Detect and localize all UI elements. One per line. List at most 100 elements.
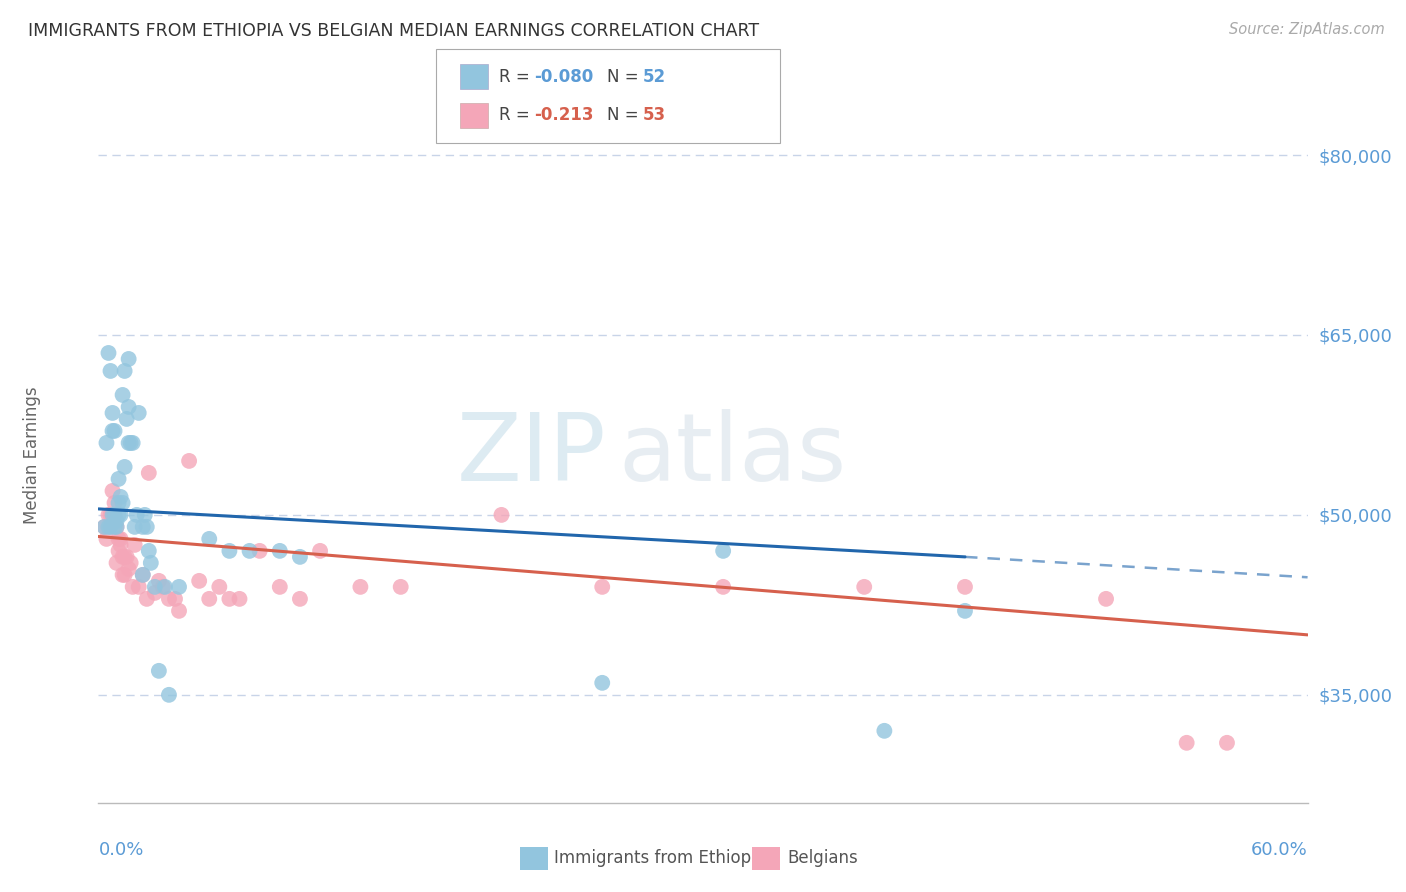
Point [198,591,221,606]
Point [228,591,250,606]
Point [110,532,132,546]
Point [101,424,124,438]
Point [208,580,231,594]
Point [100,508,122,522]
Point [138,544,160,558]
Point [239,544,262,558]
Text: atlas: atlas [619,409,846,501]
Point [1175,736,1198,750]
Point [132,520,155,534]
Point [105,514,128,528]
Point [591,676,613,690]
Point [118,562,141,576]
Point [873,723,896,738]
Point [96,436,118,450]
Point [114,549,136,564]
Point [118,400,141,414]
Point [198,532,221,546]
Point [157,591,180,606]
Text: 0.0%: 0.0% [98,841,143,859]
Point [101,508,124,522]
Point [111,567,134,582]
Point [103,508,125,522]
Point [138,466,160,480]
Point [105,556,128,570]
Point [107,496,129,510]
Point [101,406,124,420]
Text: Immigrants from Ethiopia: Immigrants from Ethiopia [554,849,766,867]
Point [111,549,134,564]
Point [97,508,120,522]
Point [953,580,976,594]
Point [152,580,174,594]
Point [118,436,141,450]
Point [249,544,271,558]
Point [853,580,876,594]
Point [97,520,120,534]
Point [111,388,134,402]
Point [953,604,976,618]
Point [389,580,412,594]
Point [115,412,138,426]
Point [143,586,166,600]
Text: 53: 53 [643,106,665,124]
Text: R =: R = [499,106,536,124]
Point [163,591,186,606]
Point [128,580,150,594]
Point [269,580,291,594]
Point [111,496,134,510]
Point [179,454,201,468]
Point [114,459,136,474]
Point [309,544,332,558]
Point [711,580,734,594]
Point [1216,736,1239,750]
Text: N =: N = [607,106,644,124]
Point [97,346,120,360]
Point [134,508,156,522]
Text: ZIP: ZIP [457,409,606,501]
Point [288,549,311,564]
Point [103,508,125,522]
Point [1095,591,1118,606]
Point [105,520,128,534]
Point [103,496,125,510]
Point [288,591,311,606]
Text: 52: 52 [643,68,665,86]
Point [349,580,371,594]
Point [167,604,190,618]
Point [120,436,142,450]
Point [128,406,150,420]
Point [157,688,180,702]
Point [110,508,132,522]
Point [121,436,143,450]
Point [101,483,124,498]
Point [103,424,125,438]
Point [711,544,734,558]
Point [110,490,132,504]
Point [124,520,146,534]
Point [120,556,142,570]
Point [107,544,129,558]
Point [103,520,125,534]
Point [93,520,115,534]
Text: Belgians: Belgians [787,849,858,867]
Text: -0.213: -0.213 [534,106,593,124]
Point [269,544,291,558]
Point [93,520,115,534]
Point [139,556,162,570]
Point [591,580,613,594]
Point [218,591,240,606]
Point [135,520,157,534]
Point [132,567,155,582]
Point [125,508,148,522]
Point [491,508,513,522]
Point [124,538,146,552]
Point [121,580,143,594]
Point [107,532,129,546]
Point [105,520,128,534]
Text: N =: N = [607,68,644,86]
Point [100,520,122,534]
Point [96,532,118,546]
Point [218,544,240,558]
Point [118,351,141,366]
